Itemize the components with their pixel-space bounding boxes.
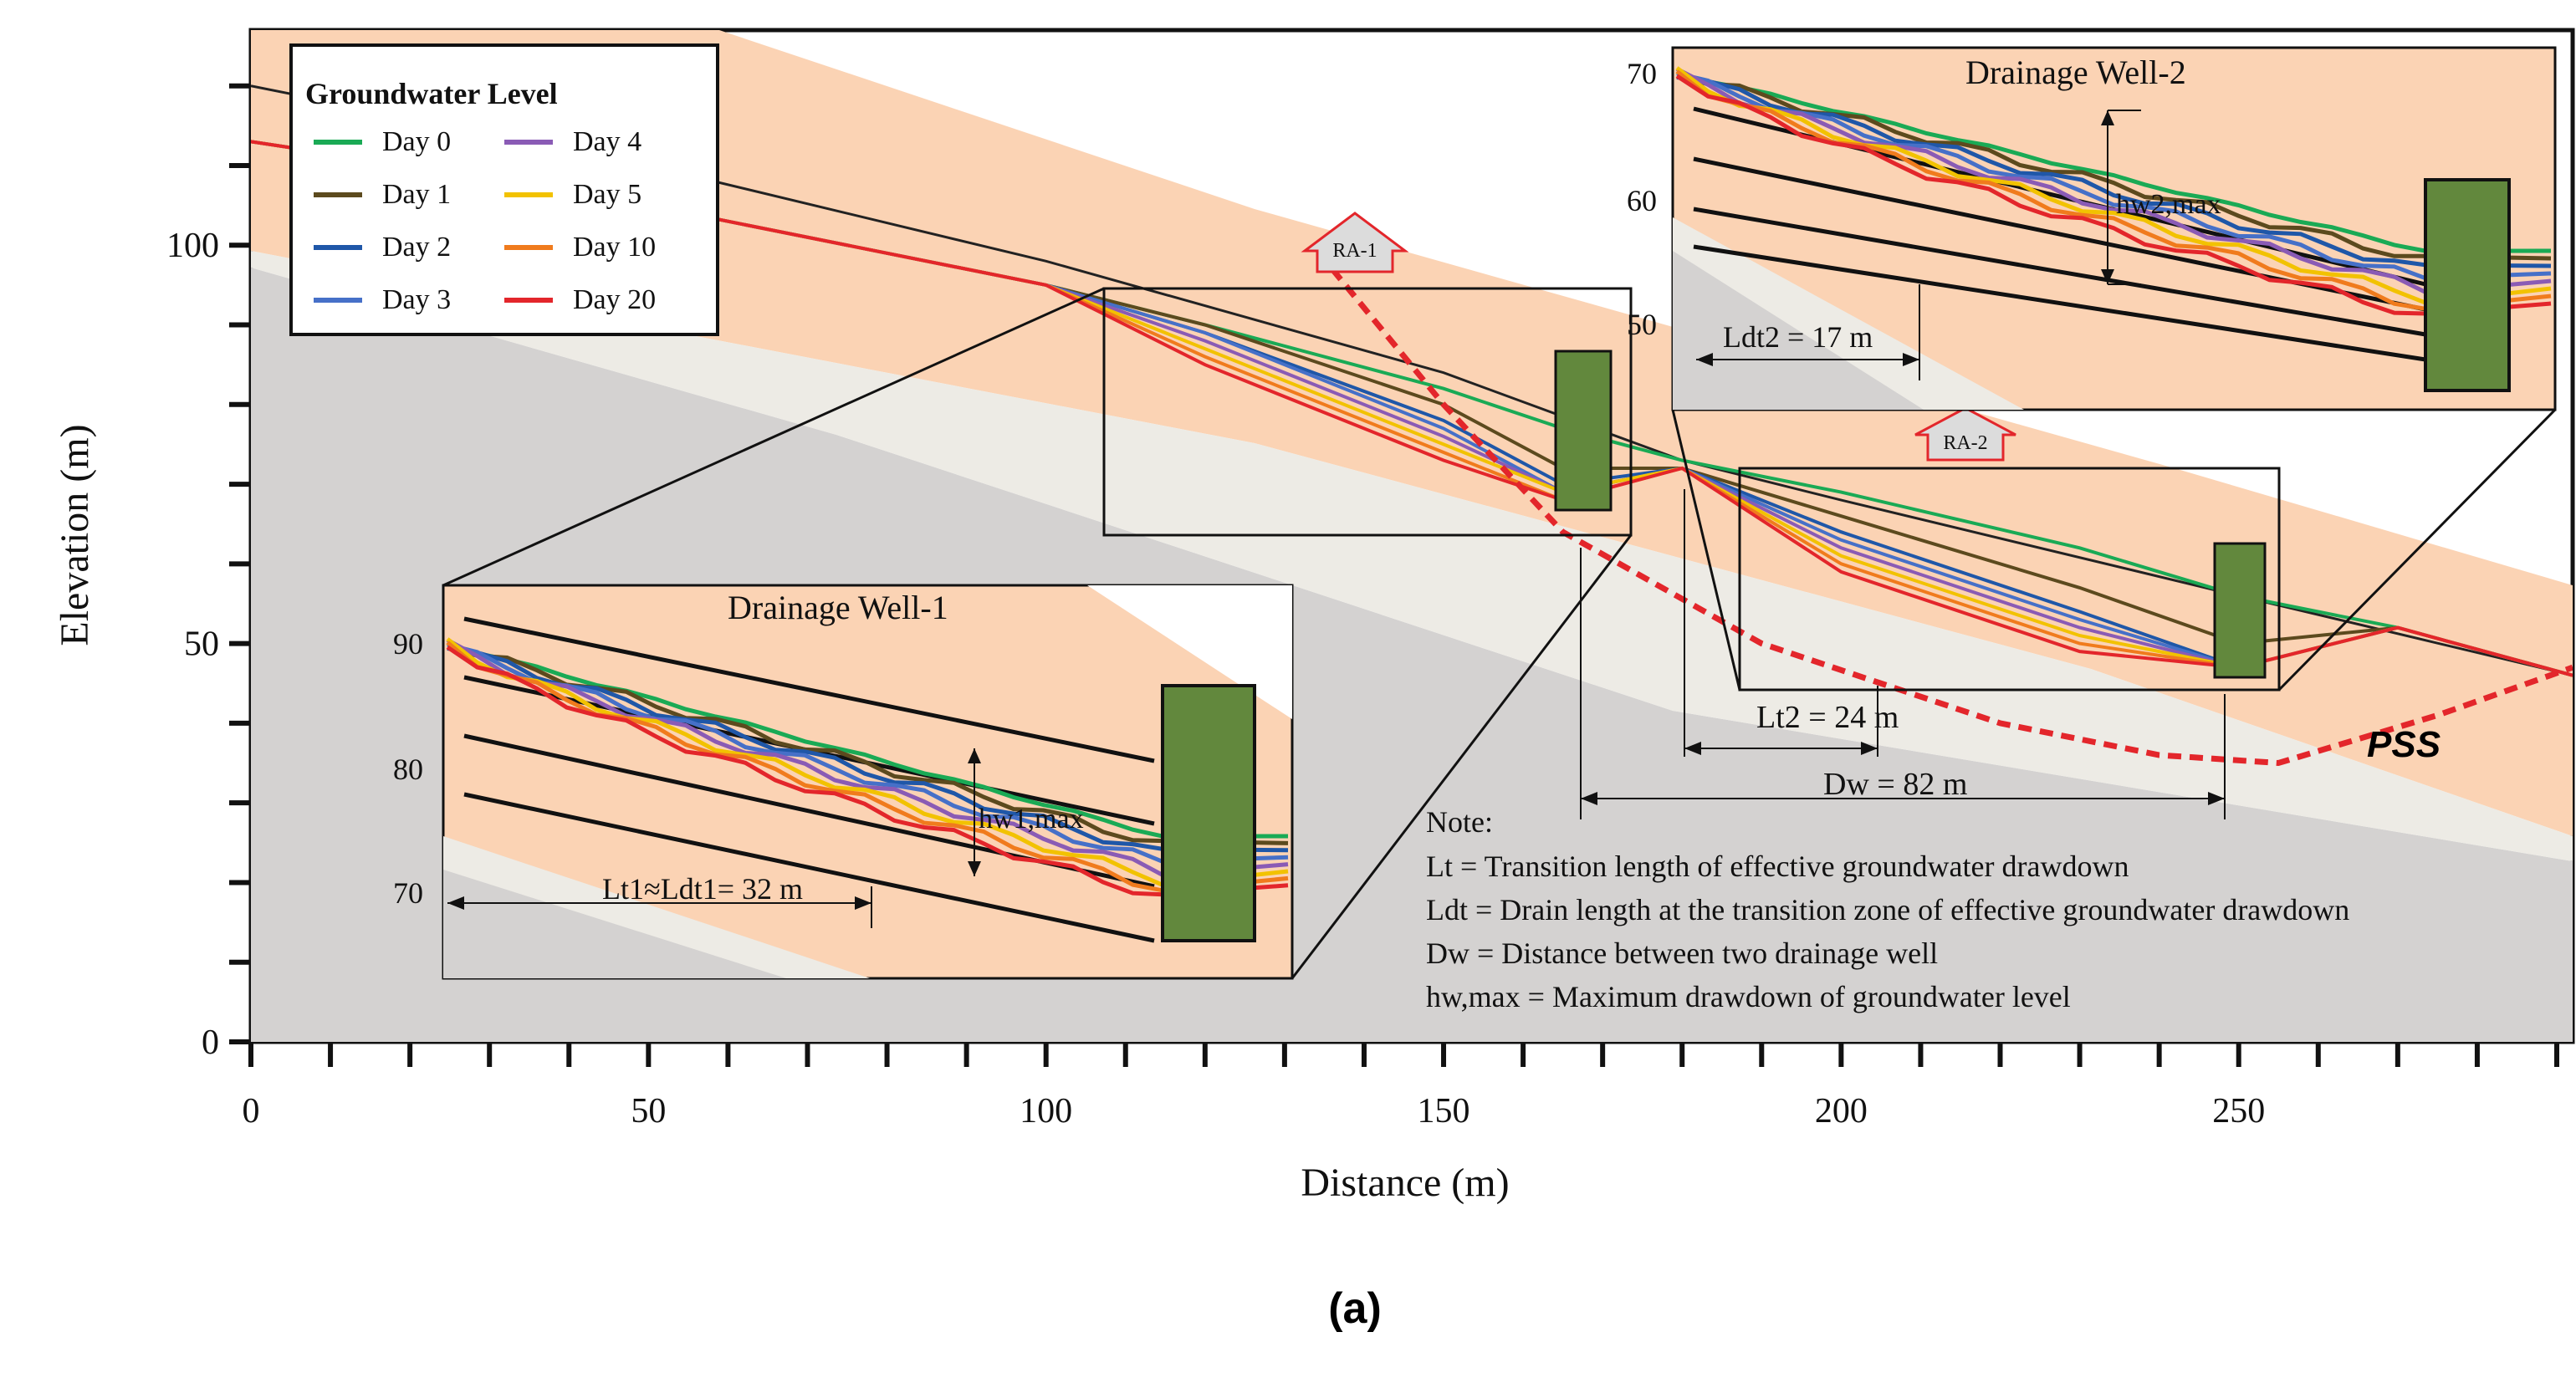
y-tick-label: 0 bbox=[202, 1023, 219, 1062]
legend-entry: Day 5 bbox=[573, 179, 641, 210]
zoom-connector bbox=[2277, 408, 2557, 692]
inset-1-title: Drainage Well-1 bbox=[728, 589, 948, 626]
legend-entry: Day 10 bbox=[573, 232, 656, 263]
inset-series-line bbox=[447, 641, 1289, 839]
lt2-label: Lt2 = 24 m bbox=[1756, 700, 1899, 735]
inset-2-ytick: 60 bbox=[1627, 184, 1657, 217]
ldt2-label: Ldt2 = 17 m bbox=[1723, 320, 1873, 354]
zoom-connector bbox=[1291, 534, 1633, 979]
inset-1-ytick: 70 bbox=[393, 876, 423, 910]
legend: Groundwater Level Day 0 Day 1 Day 2 Day 3 Da… bbox=[289, 43, 719, 336]
dimension-dw: Dw = 82 m bbox=[1580, 548, 2226, 819]
dw-label: Dw = 82 m bbox=[1823, 767, 1967, 802]
legend-entry: Day 2 bbox=[382, 232, 451, 263]
drainage-well-2 bbox=[2213, 542, 2267, 679]
legend-entry: Day 1 bbox=[382, 179, 451, 210]
notes-heading: Note: bbox=[1426, 805, 1493, 839]
inset-2-well bbox=[2424, 178, 2511, 392]
ra-1-label: RA-1 bbox=[1332, 240, 1377, 262]
inset-series-line bbox=[446, 638, 1289, 877]
hw1-max-label: hw1,max bbox=[979, 804, 1084, 834]
inset-2-ytick: 50 bbox=[1627, 308, 1657, 341]
legend-entry: Day 4 bbox=[573, 126, 641, 157]
legend-entry: Day 0 bbox=[382, 126, 451, 157]
well-2-main bbox=[2213, 542, 2267, 679]
hw2-max-label: hw2,max bbox=[2116, 189, 2221, 220]
inset-2-title: Drainage Well-2 bbox=[1965, 54, 2186, 91]
inset-1-well bbox=[1161, 684, 1256, 942]
note-line: Lt = Transition length of effective grou… bbox=[1426, 850, 2129, 883]
note-line: Ldt = Drain length at the transition zon… bbox=[1426, 893, 2349, 926]
inset-series-line bbox=[1675, 69, 2552, 311]
x-tick-label: 50 bbox=[631, 1092, 666, 1130]
inset-series-line bbox=[446, 637, 1289, 887]
notes: Note: Lt = Transition length of effectiv… bbox=[1426, 805, 2349, 1013]
inset-series-line bbox=[446, 645, 1289, 897]
well-1-main bbox=[1554, 350, 1613, 512]
dimension-lt2: Lt2 = 24 m bbox=[1684, 489, 1899, 757]
legend-entry: Day 3 bbox=[382, 284, 451, 315]
legend-entry: Day 20 bbox=[573, 284, 656, 315]
lt1-label: Lt1≈Ldt1= 32 m bbox=[602, 872, 803, 906]
inset-well-1: Drainage Well-1 90 80 70 hw1,max Lt1≈Ldt… bbox=[393, 584, 1294, 980]
note-line: Dw = Distance between two drainage well bbox=[1426, 937, 1938, 970]
pss-slip-surface bbox=[1330, 267, 2573, 767]
y-tick-label: 100 bbox=[166, 227, 219, 265]
inset-series-line bbox=[1676, 70, 2552, 253]
panel-label: (a) bbox=[1328, 1284, 1382, 1333]
x-axis-label: Distance (m) bbox=[1301, 1161, 1509, 1205]
zoom-box-2 bbox=[1738, 467, 2281, 692]
note-line: hw,max = Maximum drawdown of groundwater… bbox=[1426, 980, 2071, 1013]
zoom-connector bbox=[1671, 409, 1741, 691]
inset-series-line bbox=[1675, 66, 2552, 305]
light-band bbox=[251, 251, 2573, 861]
inset-series-line bbox=[446, 641, 1289, 893]
x-tick-label: 100 bbox=[1020, 1092, 1072, 1130]
inset-series-line bbox=[1675, 74, 2552, 316]
ra-1-marker: RA-1 bbox=[1301, 212, 1409, 273]
x-tick-label: 150 bbox=[1418, 1092, 1470, 1130]
x-tick-label: 250 bbox=[2212, 1092, 2265, 1130]
legend-box bbox=[289, 43, 719, 336]
legend-title: Groundwater Level bbox=[305, 77, 558, 110]
x-tick-label: 200 bbox=[1815, 1092, 1868, 1130]
ra-2-label: RA-2 bbox=[1943, 432, 1987, 454]
pss-label: PSS bbox=[2367, 724, 2441, 765]
drainage-well-1 bbox=[1554, 350, 1613, 512]
x-tick-label: 0 bbox=[243, 1092, 260, 1130]
inset-well-2: Drainage Well-2 70 60 50 hw2,max Ldt2 = … bbox=[1627, 46, 2557, 411]
inset-1-ytick: 80 bbox=[393, 753, 423, 786]
zoom-connector bbox=[442, 287, 1105, 587]
inset-series-line bbox=[1675, 67, 2552, 294]
zoom-box-1 bbox=[1102, 287, 1633, 537]
y-axis-label: Elevation (m) bbox=[53, 424, 97, 646]
ra-2-marker: RA-2 bbox=[1914, 406, 2016, 462]
axis-ticks: 0 50 100 150 200 250 0 50 100 bbox=[166, 83, 2559, 1130]
y-tick-label: 50 bbox=[184, 625, 219, 664]
inset-2-ytick: 70 bbox=[1627, 57, 1657, 90]
inset-1-ytick: 90 bbox=[393, 627, 423, 661]
